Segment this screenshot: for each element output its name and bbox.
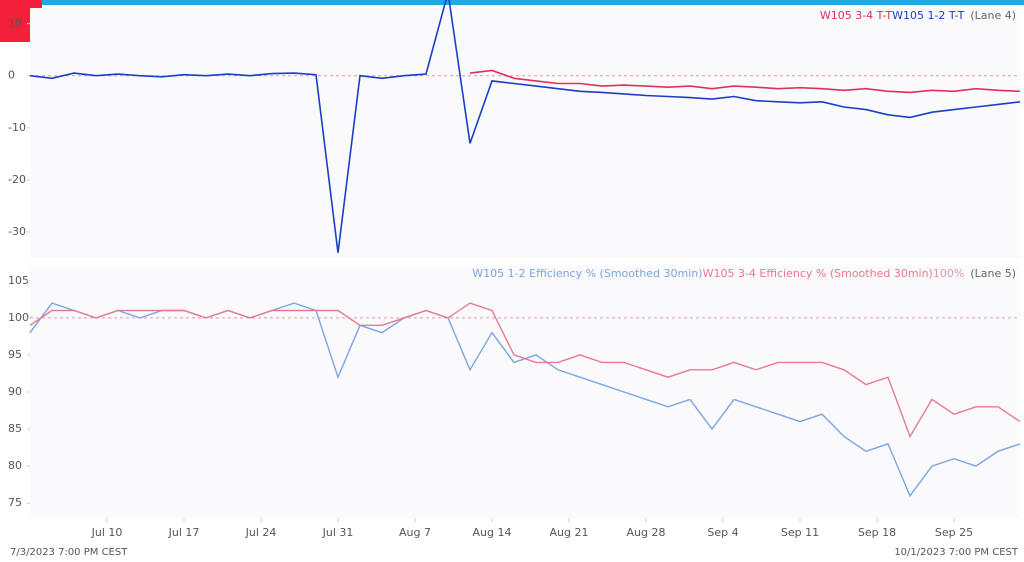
legend-entry: W105 1-2 T-T xyxy=(892,9,965,22)
y-tick-label: -10 xyxy=(8,121,26,134)
plot-area xyxy=(30,266,1020,518)
y-tick-label: 0 xyxy=(8,69,15,82)
x-tick-label: Jul 10 xyxy=(91,526,123,539)
x-tick-label: Sep 4 xyxy=(707,526,738,539)
x-tick-label: Aug 14 xyxy=(473,526,512,539)
series-line xyxy=(29,302,1021,439)
y-tick-label: 80 xyxy=(8,459,22,472)
legend: W105 1-2 Efficiency % (Smoothed 30min)W1… xyxy=(472,267,1016,280)
legend-entry: W105 3-4 T-T xyxy=(820,9,893,22)
chart-title: (Lane 4) xyxy=(970,9,1016,22)
x-tick-label: Sep 25 xyxy=(935,526,973,539)
footer-start: 7/3/2023 7:00 PM CEST xyxy=(10,547,128,558)
top-bar xyxy=(0,0,1024,5)
plot-area xyxy=(30,8,1020,258)
y-tick-label: 75 xyxy=(8,496,22,509)
footer-end: 10/1/2023 7:00 PM CEST xyxy=(894,547,1019,558)
y-tick-label: 85 xyxy=(8,422,22,435)
y-tick-label: -20 xyxy=(8,173,26,186)
x-tick-label: Jul 17 xyxy=(168,526,200,539)
legend-entry: W105 1-2 Efficiency % (Smoothed 30min) xyxy=(472,267,702,280)
x-tick-label: Aug 28 xyxy=(627,526,666,539)
series-line xyxy=(29,0,1021,253)
x-tick-label: Aug 21 xyxy=(550,526,589,539)
series-line xyxy=(469,69,1021,94)
y-tick-label: 100 xyxy=(8,311,29,324)
x-tick-label: Jul 24 xyxy=(245,526,277,539)
y-tick-label: 95 xyxy=(8,348,22,361)
y-tick-label: 105 xyxy=(8,274,29,287)
x-tick-label: Aug 7 xyxy=(399,526,431,539)
y-tick-label: -30 xyxy=(8,225,26,238)
x-tick-label: Jul 31 xyxy=(322,526,354,539)
y-tick-label: 90 xyxy=(8,385,22,398)
legend: W105 3-4 T-TW105 1-2 T-T (Lane 4) xyxy=(820,9,1016,22)
x-tick-label: Sep 18 xyxy=(858,526,896,539)
x-tick-label: Sep 11 xyxy=(781,526,819,539)
chart-title: (Lane 5) xyxy=(970,267,1016,280)
legend-entry: W105 3-4 Efficiency % (Smoothed 30min) xyxy=(703,267,933,280)
y-tick-label: 10 xyxy=(8,17,22,30)
legend-entry: 100% xyxy=(933,267,964,280)
